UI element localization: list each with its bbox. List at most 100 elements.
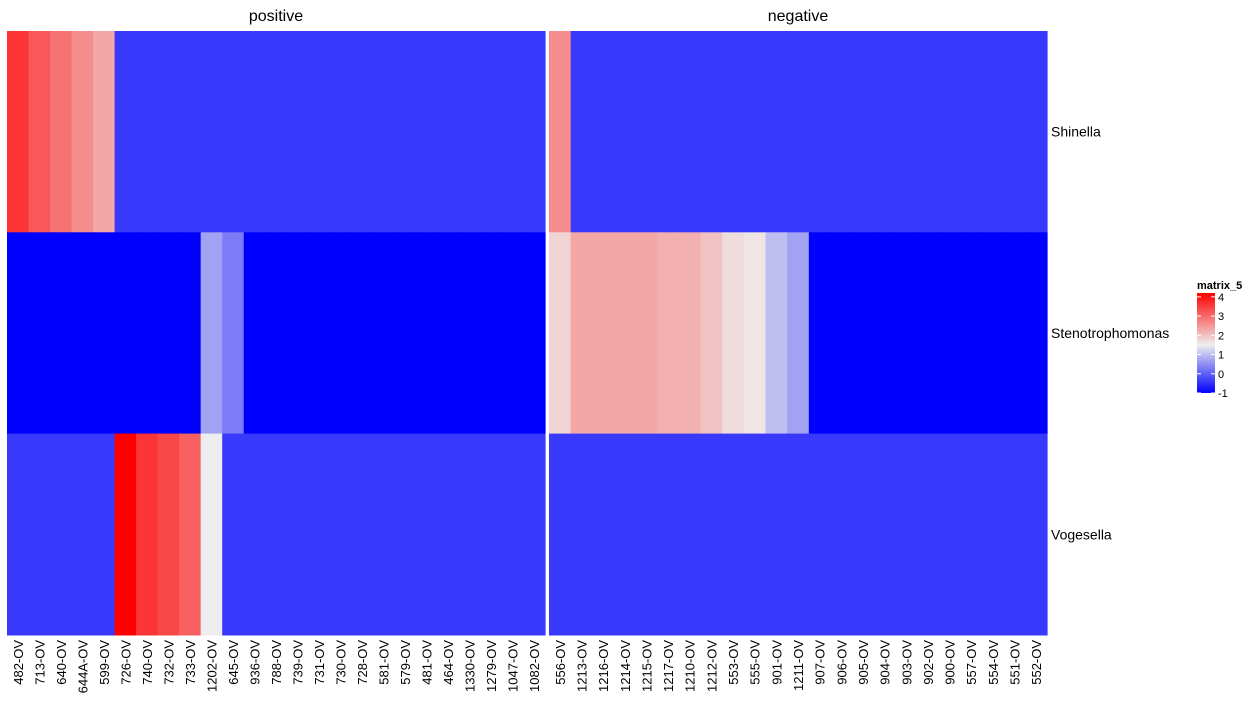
heatmap-cell: [678, 31, 702, 233]
column-label: 728-OV: [355, 640, 370, 685]
heatmap-cell: [50, 232, 73, 435]
heatmap-cell: [501, 31, 525, 233]
column-label: 644A-OV: [75, 640, 90, 694]
heatmap-cell: [28, 232, 51, 435]
heatmap-cell: [501, 433, 525, 636]
column-label: 554-OV: [986, 640, 1001, 685]
column-label: 901-OV: [769, 640, 784, 685]
column-label: 556-OV: [553, 640, 568, 685]
heatmap-cell: [93, 232, 116, 435]
legend-tick-label: 3: [1218, 311, 1224, 323]
heatmap-cell: [157, 232, 180, 435]
heatmap-cell: [200, 232, 223, 435]
heatmap-cell: [308, 232, 331, 435]
heatmap-cell: [222, 232, 245, 435]
heatmap-cell: [243, 433, 266, 636]
column-label: 1210-OV: [683, 640, 698, 692]
heatmap-cell: [895, 433, 918, 636]
column-label: 640-OV: [54, 640, 69, 685]
heatmap-cell: [243, 31, 266, 233]
heatmap-cell: [873, 433, 897, 636]
row-label: Shinella: [1051, 124, 1101, 140]
heatmap-cell: [136, 433, 159, 636]
heatmap-cell: [286, 31, 309, 233]
heatmap-cell: [136, 232, 159, 435]
legend-tick-label: 0: [1218, 369, 1224, 381]
heatmap-cell: [329, 232, 352, 435]
facet-0: positive 482-OV 713-OV 640-OV 644A-OV 599-OV 7…: [7, 8, 546, 693]
column-label: 464-OV: [441, 640, 456, 685]
heatmap-cell: [458, 31, 482, 233]
column-label: 1279-OV: [484, 640, 499, 692]
heatmap-cell: [808, 232, 832, 435]
heatmap-cell: [743, 31, 767, 233]
heatmap-cell: [50, 433, 73, 636]
column-label: 1214-OV: [618, 640, 633, 692]
heatmap-cell: [787, 232, 810, 435]
heatmap-cell: [351, 232, 374, 435]
legend-title: matrix_5: [1197, 280, 1242, 292]
heatmap-cell: [480, 31, 503, 233]
heatmap-cell: [523, 31, 546, 233]
heatmap-cell: [286, 232, 309, 435]
heatmap-cell: [830, 433, 853, 636]
heatmap-cell: [480, 433, 503, 636]
column-label: 645-OV: [226, 640, 241, 685]
heatmap-cell: [222, 31, 245, 233]
heatmap-cell: [852, 31, 875, 233]
heatmap-cell: [592, 31, 615, 233]
heatmap-cell: [895, 232, 918, 435]
heatmap-cell: [1025, 31, 1048, 233]
column-label: 1211-OV: [791, 640, 806, 691]
heatmap-cell: [308, 31, 331, 233]
heatmap-cell: [765, 433, 788, 636]
heatmap-cell: [917, 31, 940, 233]
heatmap-cell: [678, 232, 702, 435]
heatmap-cell: [657, 31, 680, 233]
heatmap-cell: [179, 31, 202, 233]
column-label: 599-OV: [97, 640, 112, 685]
column-label: 730-OV: [334, 640, 349, 685]
column-label: 552-OV: [1029, 640, 1044, 685]
legend-tick-label: 2: [1218, 330, 1224, 342]
heatmap-facets: positive 482-OV 713-OV 640-OV 644A-OV 599-OV 7…: [7, 8, 1048, 693]
heatmap-cell: [394, 433, 417, 636]
column-label: 553-OV: [726, 640, 741, 685]
facet-1: negative 556-OV 1213-OV 1216-OV 1214-OV 1215-…: [549, 8, 1048, 692]
row-label: Vogesella: [1051, 526, 1112, 542]
heatmap-cell: [71, 31, 94, 233]
heatmap-cell: [415, 433, 438, 636]
heatmap-cell: [372, 433, 395, 636]
column-label: 904-OV: [878, 640, 893, 685]
color-legend: matrix_5 4 3 2 1 0 -1: [1197, 280, 1242, 400]
heatmap-cell: [93, 433, 116, 636]
heatmap-cell: [1025, 232, 1048, 435]
heatmap-cell: [570, 433, 593, 636]
legend-tick-label: 4: [1218, 292, 1224, 304]
heatmap-cell: [635, 31, 658, 233]
heatmap-cell: [613, 31, 637, 233]
heatmap-cell: [351, 31, 374, 233]
heatmap-cell: [50, 31, 73, 233]
heatmap-cell: [222, 433, 245, 636]
column-label: 581-OV: [377, 640, 392, 685]
heatmap-cell: [982, 433, 1005, 636]
heatmap-cell: [895, 31, 918, 233]
column-label: 1212-OV: [704, 640, 719, 692]
heatmap-cell: [570, 232, 593, 435]
heatmap-cell: [657, 433, 680, 636]
heatmap-cell: [93, 31, 116, 233]
legend-tick-label: 1: [1218, 350, 1224, 362]
column-label: 788-OV: [269, 640, 284, 685]
heatmap-cell: [243, 232, 266, 435]
heatmap-cell: [765, 31, 788, 233]
heatmap-cell: [28, 31, 51, 233]
column-label: 557-OV: [964, 640, 979, 685]
heatmap-cell: [372, 31, 395, 233]
heatmap-cell: [549, 433, 572, 636]
heatmap-cell: [722, 433, 745, 636]
legend-ticks: 4 3 2 1 0 -1: [1197, 292, 1228, 400]
heatmap-cell: [917, 433, 940, 636]
heatmap-cell: [329, 31, 352, 233]
